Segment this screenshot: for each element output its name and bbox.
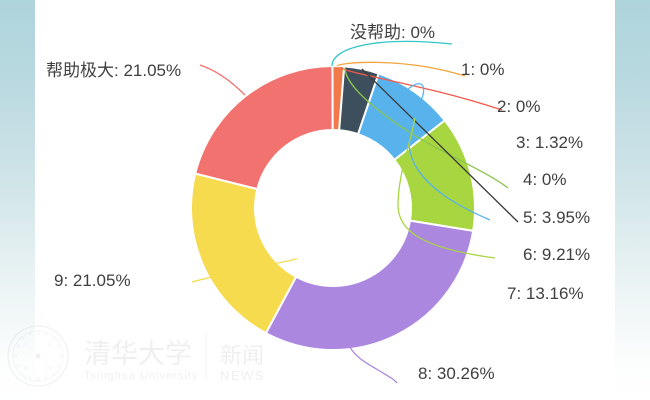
svg-text:8: 30.26%: 8: 30.26% [418, 364, 495, 383]
svg-text:1: 0%: 1: 0% [461, 60, 504, 79]
svg-text:新闻: 新闻 [220, 343, 264, 368]
svg-text:3: 1.32%: 3: 1.32% [516, 133, 583, 152]
svg-text:没帮助: 0%: 没帮助: 0% [350, 23, 435, 42]
svg-text:Tsinghua University: Tsinghua University [84, 370, 198, 382]
svg-text:9: 21.05%: 9: 21.05% [54, 271, 131, 290]
svg-text:5: 3.95%: 5: 3.95% [523, 208, 590, 227]
svg-text:6: 9.21%: 6: 9.21% [523, 245, 590, 264]
svg-text:7: 13.16%: 7: 13.16% [507, 284, 584, 303]
svg-text:帮助极大: 21.05%: 帮助极大: 21.05% [46, 61, 181, 80]
svg-text:2: 0%: 2: 0% [497, 97, 540, 116]
svg-text:清华大学: 清华大学 [84, 339, 192, 369]
svg-text:NEWS: NEWS [220, 368, 264, 383]
svg-text:4: 0%: 4: 0% [523, 170, 566, 189]
